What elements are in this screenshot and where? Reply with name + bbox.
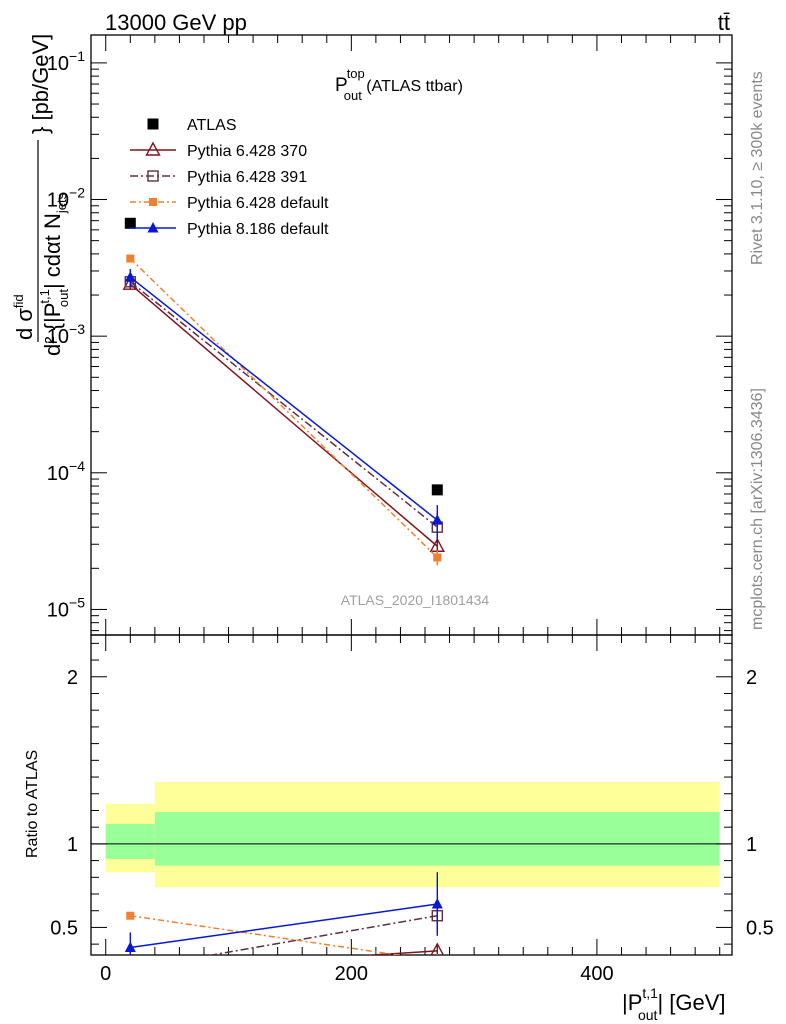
ratio-ytick-label-right: 1 [746, 834, 757, 856]
ratio-xtick-label: 200 [335, 963, 368, 985]
main-ytick-label: 10−5 [47, 594, 85, 621]
legend-marker-atlas [147, 118, 159, 130]
ratio-ytick-label: 1 [67, 834, 78, 856]
main-ytick-label: 10−3 [47, 321, 85, 348]
axis-ticks [91, 35, 732, 955]
ratio-xtick-label: 0 [100, 963, 111, 985]
svg-text:d σfid: d σfid [11, 294, 37, 340]
legend-label-py6_391: Pythia 6.428 391 [187, 169, 307, 186]
y-axis-label-ratio: Ratio to ATLAS [24, 750, 41, 858]
process-label: tt̄ [718, 10, 730, 35]
main-ytick-label: 10−2 [47, 185, 85, 212]
plot-title: Ptop out (ATLAS ttbar) [335, 66, 463, 103]
legend-marker-py6_391 [147, 170, 159, 182]
mcplots-label: mcplots.cern.ch [arXiv:1306.3436] [749, 388, 766, 630]
main-line-py6_default [129, 257, 438, 559]
ratio-ytick-label: 2 [67, 667, 78, 689]
ratio-ytick-label-right: 0.5 [746, 917, 774, 939]
main-line-py8_default [129, 276, 438, 521]
legend-label-atlas: ATLAS [187, 117, 237, 134]
x-axis-label: |Pt,1 out| [GeV] [622, 985, 726, 1023]
rivet-label: Rivet 3.1.10, ≥ 300k events [749, 71, 766, 265]
main-ytick-label: 10−4 [47, 458, 85, 485]
legend-label-py8_default: Pythia 8.186 default [187, 221, 329, 238]
main-point-py6_default [433, 553, 442, 562]
main-point-py8_default [124, 271, 136, 282]
ratio-ytick-label-right: 2 [746, 667, 757, 689]
ratio-point-py8_default [431, 898, 443, 909]
ratio-xtick-label: 400 [580, 963, 613, 985]
main-point-atlas [124, 217, 136, 229]
ratio-bands [105, 782, 720, 888]
main-line-py6_370 [129, 283, 438, 547]
legend-marker-py6_default [149, 198, 157, 206]
ratio-point-py6_default [433, 957, 441, 965]
main-line-py6_391 [129, 281, 438, 528]
energy-label: 13000 GeV pp [105, 10, 247, 35]
main-series [122, 217, 445, 566]
ratio-line-py6_391 [207, 914, 438, 955]
legend-label-py6_370: Pythia 6.428 370 [187, 143, 307, 160]
ratio-series [124, 872, 445, 976]
main-point-atlas [431, 484, 443, 496]
analysis-id: ATLAS_2020_I1801434 [341, 592, 490, 608]
ratio-point-py8_default [124, 941, 136, 952]
ratio-line-py8_default [130, 903, 438, 949]
main-point-py8_default [431, 514, 443, 525]
svg-text:} [pb/GeV]: } [pb/GeV] [28, 34, 53, 134]
legend: ATLAS Pythia 6.428 370 Pythia 6.428 391 Pyt… [130, 117, 329, 238]
ratio-point-py6_391 [125, 964, 135, 974]
ratio-line-py6_370 [361, 950, 438, 955]
tick-labels: 10−1 10−2 10−3 10−4 10−5 0 200 400 0.5 0.5 1 1 2 2 [47, 48, 774, 985]
ratio-point-py6_370 [124, 964, 137, 976]
main-point-py6_370 [122, 275, 138, 290]
ratio-ytick-label: 0.5 [50, 917, 78, 939]
main-point-py6_default [126, 254, 135, 263]
ratio-frame [90, 634, 733, 956]
ratio-line-py6_default [130, 914, 403, 955]
band-inner-1 [154, 812, 720, 866]
ratio-point-py6_default [126, 911, 135, 920]
legend-marker-py6_370 [145, 141, 161, 156]
band-inner-0 [105, 823, 155, 859]
main-ytick-label: 10−1 [47, 48, 85, 75]
y-axis-label-main: d σfid d² {|Pt,1 out| cdαt Njets } [pb/Ge… [11, 34, 71, 356]
legend-label-py6_default: Pythia 6.428 default [187, 195, 329, 212]
ratio-point-py6_370 [430, 942, 445, 955]
legend-marker-py8_default [147, 222, 159, 233]
